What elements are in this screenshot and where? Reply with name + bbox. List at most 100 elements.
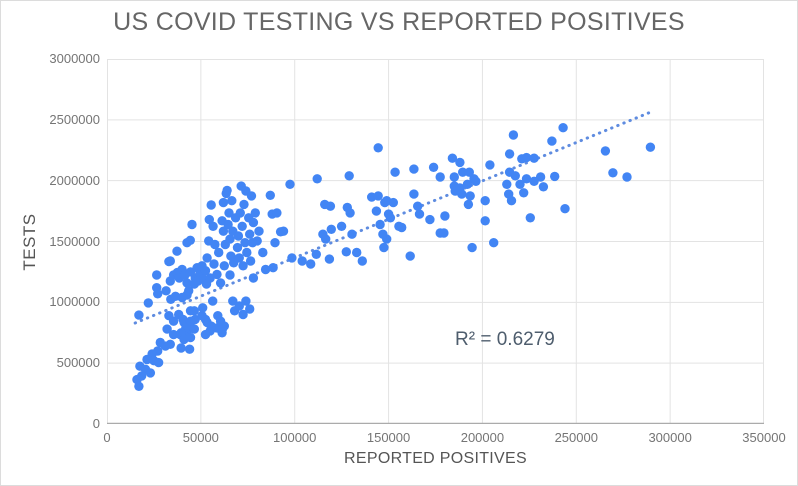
- scatter-point: [409, 189, 419, 199]
- scatter-point: [189, 324, 199, 334]
- scatter-point: [405, 251, 415, 261]
- scatter-point: [510, 171, 520, 181]
- scatter-point: [234, 253, 244, 263]
- scatter-point: [187, 219, 197, 230]
- scatter-point: [202, 253, 212, 263]
- scatter-point: [560, 204, 570, 214]
- scatter-point: [254, 226, 264, 236]
- scatter-point: [182, 278, 192, 288]
- scatter-point: [168, 329, 179, 340]
- scatter-point: [439, 228, 449, 238]
- scatter-point: [176, 343, 186, 353]
- scatter-point: [210, 239, 220, 250]
- scatter-point: [246, 191, 257, 201]
- scatter-point: [547, 136, 557, 146]
- scatter-point: [311, 249, 321, 259]
- y-tick-label: 0: [92, 416, 100, 431]
- scatter-point: [184, 344, 195, 354]
- scatter-point: [238, 261, 248, 271]
- scatter-point: [525, 213, 535, 223]
- scatter-point: [600, 146, 611, 156]
- scatter-point: [185, 235, 195, 245]
- scatter-point: [506, 196, 517, 206]
- scatter-point: [344, 171, 354, 181]
- scatter-point: [457, 189, 467, 199]
- scatter-point: [225, 234, 235, 244]
- scatter-point: [208, 296, 218, 306]
- scatter-point: [234, 301, 244, 311]
- scatter-point: [447, 153, 458, 163]
- scatter-point: [467, 242, 477, 253]
- scatter-point: [287, 253, 297, 263]
- scatter-point: [198, 303, 208, 313]
- scatter-point: [379, 242, 389, 253]
- x-tick-label: 300000: [648, 430, 692, 445]
- scatter-point: [336, 221, 347, 231]
- scatter-point: [165, 339, 175, 349]
- scatter-point: [250, 208, 260, 218]
- scatter-point: [347, 229, 357, 239]
- scatter-point: [248, 217, 259, 228]
- scatter-point: [206, 200, 216, 210]
- scatter-point: [172, 246, 182, 256]
- scatter-point: [200, 266, 211, 276]
- x-tick-label: 50000: [182, 430, 219, 445]
- scatter-point: [458, 167, 468, 177]
- scatter-point: [215, 278, 226, 288]
- scatter-point: [373, 143, 383, 153]
- x-tick-label: 200000: [460, 430, 505, 445]
- scatter-point: [455, 157, 465, 168]
- scatter-point: [521, 152, 532, 163]
- scatter-point: [200, 314, 211, 325]
- scatter-point: [312, 174, 322, 184]
- y-tick-label: 500000: [56, 355, 100, 371]
- scatter-point: [168, 316, 179, 326]
- scatter-point: [558, 123, 568, 133]
- scatter-point: [227, 196, 237, 206]
- scatter-point: [622, 172, 632, 182]
- scatter-point: [449, 172, 459, 182]
- scatter-point: [242, 247, 252, 258]
- scatter-point: [357, 256, 367, 266]
- scatter-point: [324, 254, 335, 264]
- scatter-point: [134, 381, 144, 391]
- scatter-point: [463, 199, 474, 210]
- plot-canvas: [107, 59, 764, 424]
- y-tick-label: 1500000: [49, 233, 100, 249]
- scatter-point: [508, 130, 519, 140]
- scatter-point: [345, 208, 355, 218]
- scatter-point: [435, 172, 445, 182]
- scatter-point: [143, 298, 153, 308]
- scatter-point: [373, 191, 383, 201]
- scatter-point: [208, 221, 218, 231]
- scatter-point: [388, 197, 398, 208]
- scatter-point: [247, 238, 258, 248]
- scatter-point: [390, 167, 400, 177]
- scatter-point: [471, 176, 481, 186]
- scatter-point: [375, 219, 385, 230]
- scatter-point: [232, 242, 243, 253]
- y-tick-label: 2500000: [49, 111, 100, 127]
- scatter-point: [209, 259, 219, 269]
- scatter-point: [145, 368, 156, 378]
- scatter-point: [504, 149, 515, 159]
- scatter-point: [223, 219, 233, 230]
- scatter-point: [608, 168, 618, 178]
- scatter-point: [200, 329, 211, 340]
- scatter-point: [550, 171, 560, 182]
- scatter-point: [152, 270, 162, 280]
- scatter-point: [184, 286, 194, 296]
- scatter-point: [233, 231, 244, 241]
- x-tick-label: 0: [103, 430, 111, 445]
- scatter-point: [189, 306, 199, 316]
- scatter-point: [320, 199, 330, 210]
- scatter-point: [212, 269, 222, 280]
- scatter-point: [397, 222, 407, 233]
- scatter-point: [352, 247, 362, 258]
- scatter-point: [185, 316, 196, 326]
- scatter-point: [219, 261, 229, 271]
- y-tick-label: 2000000: [49, 172, 100, 188]
- scatter-point: [235, 208, 245, 218]
- scatter-point: [265, 190, 275, 200]
